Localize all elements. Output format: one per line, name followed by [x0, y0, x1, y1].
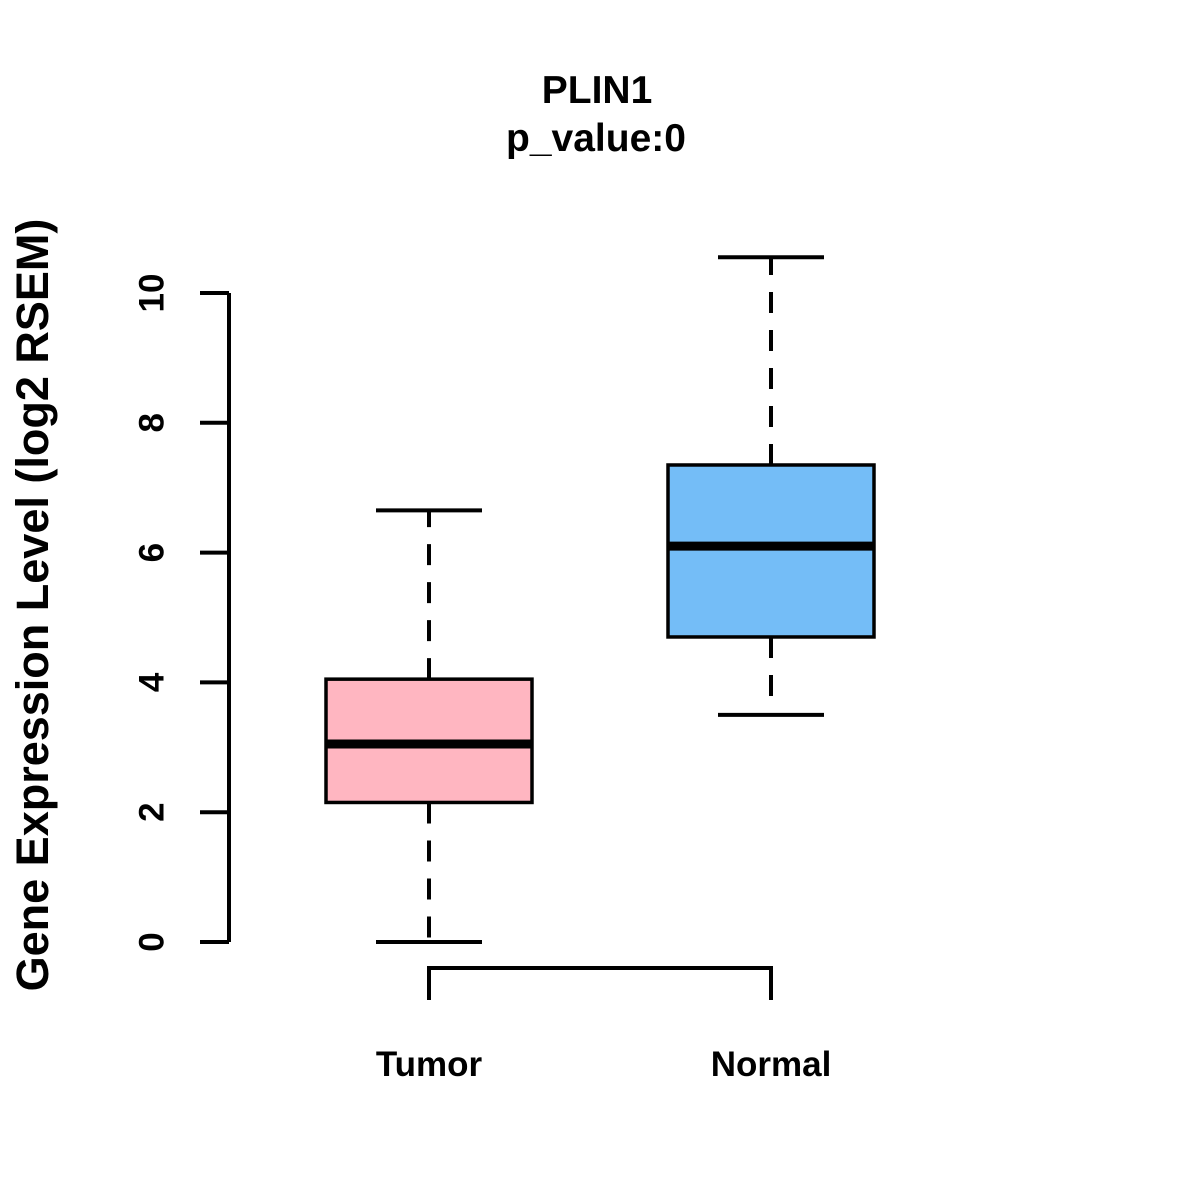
plot-area [324, 255, 876, 944]
y-axis-tick-label: 6 [133, 543, 172, 562]
x-axis-labels: Tumor Normal [376, 1045, 831, 1084]
y-axis-tick-label: 2 [133, 802, 172, 821]
chart-subtitle: p_value:0 [506, 117, 686, 160]
category-label: Tumor [376, 1045, 483, 1084]
y-axis-tick-label: 10 [133, 274, 172, 313]
chart-title: PLIN1 [542, 69, 653, 112]
y-axis-tick-label: 0 [133, 932, 172, 951]
y-axis: 0 2 4 6 8 10 [133, 274, 231, 952]
iqr-box [666, 463, 876, 639]
y-axis-title: Gene Expression Level (log2 RSEM) [7, 219, 58, 992]
y-axis-tick-label: 8 [133, 413, 172, 432]
y-axis-tick-label: 4 [133, 672, 172, 692]
category-label: Normal [711, 1045, 832, 1084]
x-axis-bracket [427, 966, 773, 1000]
x-axis-bracket-line [427, 966, 773, 1000]
